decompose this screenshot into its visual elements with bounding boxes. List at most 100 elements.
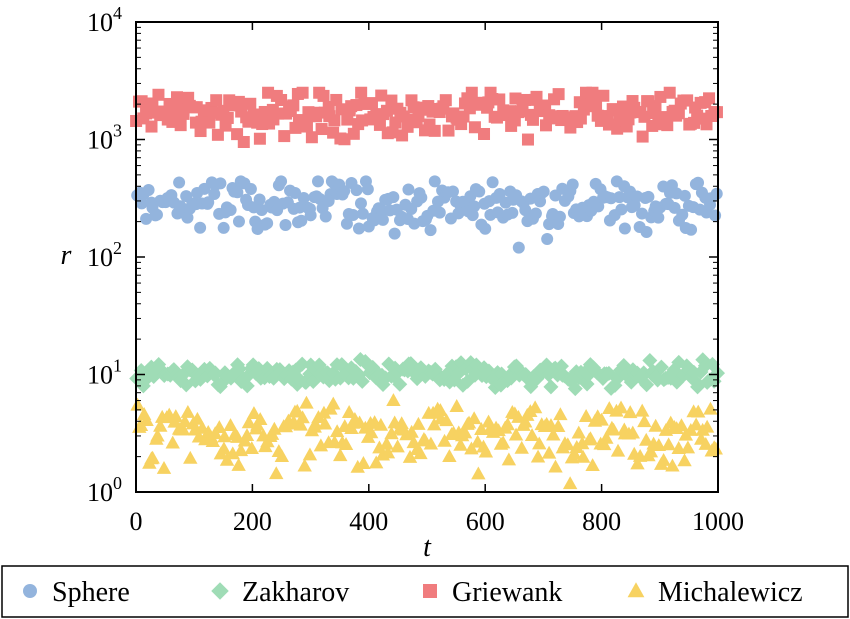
data-point	[246, 406, 262, 419]
data-point	[156, 460, 172, 474]
data-point	[648, 418, 663, 432]
data-point	[599, 430, 614, 444]
data-point	[152, 88, 165, 101]
data-point	[139, 413, 154, 427]
legend-item-griewank: Griewank	[423, 577, 562, 608]
data-point	[586, 86, 599, 99]
data-point	[468, 121, 481, 134]
data-point	[519, 204, 532, 217]
data-point	[278, 130, 291, 143]
data-point	[253, 193, 266, 206]
data-point	[173, 176, 186, 189]
data-point	[473, 185, 486, 198]
plot-area: 0 200 400 600 800 1000 100 101 102 103 104	[87, 3, 744, 536]
data-point	[341, 405, 357, 418]
data-point	[150, 208, 163, 221]
data-point	[642, 352, 658, 368]
data-point	[562, 476, 578, 490]
data-point	[183, 450, 198, 464]
data-point	[365, 97, 378, 110]
data-point	[709, 209, 722, 222]
data-point	[471, 466, 486, 480]
data-point	[219, 452, 235, 466]
legend-marker	[423, 584, 437, 598]
data-point	[338, 133, 351, 146]
data-point	[668, 201, 681, 214]
data-point	[527, 400, 543, 414]
data-point	[493, 187, 506, 200]
data-point	[239, 378, 255, 394]
data-point	[677, 453, 692, 467]
series-layer	[129, 86, 726, 490]
data-point	[578, 409, 594, 422]
data-point	[652, 211, 665, 224]
data-point	[319, 210, 332, 223]
data-point	[326, 396, 341, 410]
y-tick-label: 103	[87, 121, 122, 155]
data-point	[698, 437, 713, 450]
data-point	[699, 419, 715, 433]
data-point	[231, 458, 246, 471]
data-point	[512, 241, 525, 254]
data-point	[375, 89, 388, 102]
data-point	[180, 404, 196, 418]
data-point	[680, 440, 696, 454]
data-point	[649, 100, 662, 113]
data-point	[244, 441, 259, 455]
data-point	[532, 436, 547, 450]
data-point	[190, 411, 205, 425]
data-point	[295, 214, 308, 227]
data-point	[518, 93, 531, 106]
data-point	[678, 189, 691, 202]
data-point	[223, 418, 238, 431]
x-tick-label: 600	[466, 507, 505, 536]
data-point	[177, 414, 193, 428]
data-point	[392, 376, 408, 392]
data-point	[423, 436, 439, 450]
data-point	[341, 113, 354, 126]
data-point	[481, 414, 496, 428]
data-point	[363, 425, 379, 439]
data-point	[232, 215, 245, 228]
data-point	[142, 183, 155, 196]
data-point	[479, 222, 492, 235]
data-point	[217, 221, 230, 234]
data-point	[376, 213, 389, 226]
data-point	[566, 178, 579, 191]
data-point	[354, 197, 367, 210]
data-point	[636, 130, 649, 143]
data-point	[552, 88, 565, 101]
data-point	[446, 185, 459, 198]
data-point	[661, 437, 676, 451]
data-point	[537, 185, 550, 198]
plot-frame	[135, 21, 719, 493]
data-point	[352, 222, 365, 235]
data-point	[530, 449, 546, 463]
data-point	[269, 466, 284, 480]
x-tick-label: 0	[130, 507, 143, 536]
data-point	[175, 422, 191, 436]
data-point	[404, 424, 419, 438]
data-point	[501, 452, 517, 466]
data-point	[708, 441, 723, 455]
data-point	[503, 105, 516, 118]
data-point	[294, 356, 310, 372]
legend-label: Griewank	[452, 577, 562, 608]
data-point	[468, 200, 481, 213]
data-point	[610, 443, 626, 457]
data-point	[413, 446, 428, 460]
data-point	[275, 175, 288, 188]
data-point	[347, 127, 360, 140]
data-point	[567, 446, 582, 460]
x-axis: 0 200 400 600 800 1000	[130, 22, 744, 536]
data-point	[207, 365, 223, 381]
data-point	[640, 226, 653, 239]
legend-item-sphere: Sphere	[23, 577, 130, 608]
data-point	[642, 190, 655, 203]
data-point	[457, 425, 473, 439]
data-point	[140, 212, 153, 225]
data-point	[311, 175, 324, 188]
data-point	[703, 401, 718, 415]
data-point	[710, 187, 723, 200]
